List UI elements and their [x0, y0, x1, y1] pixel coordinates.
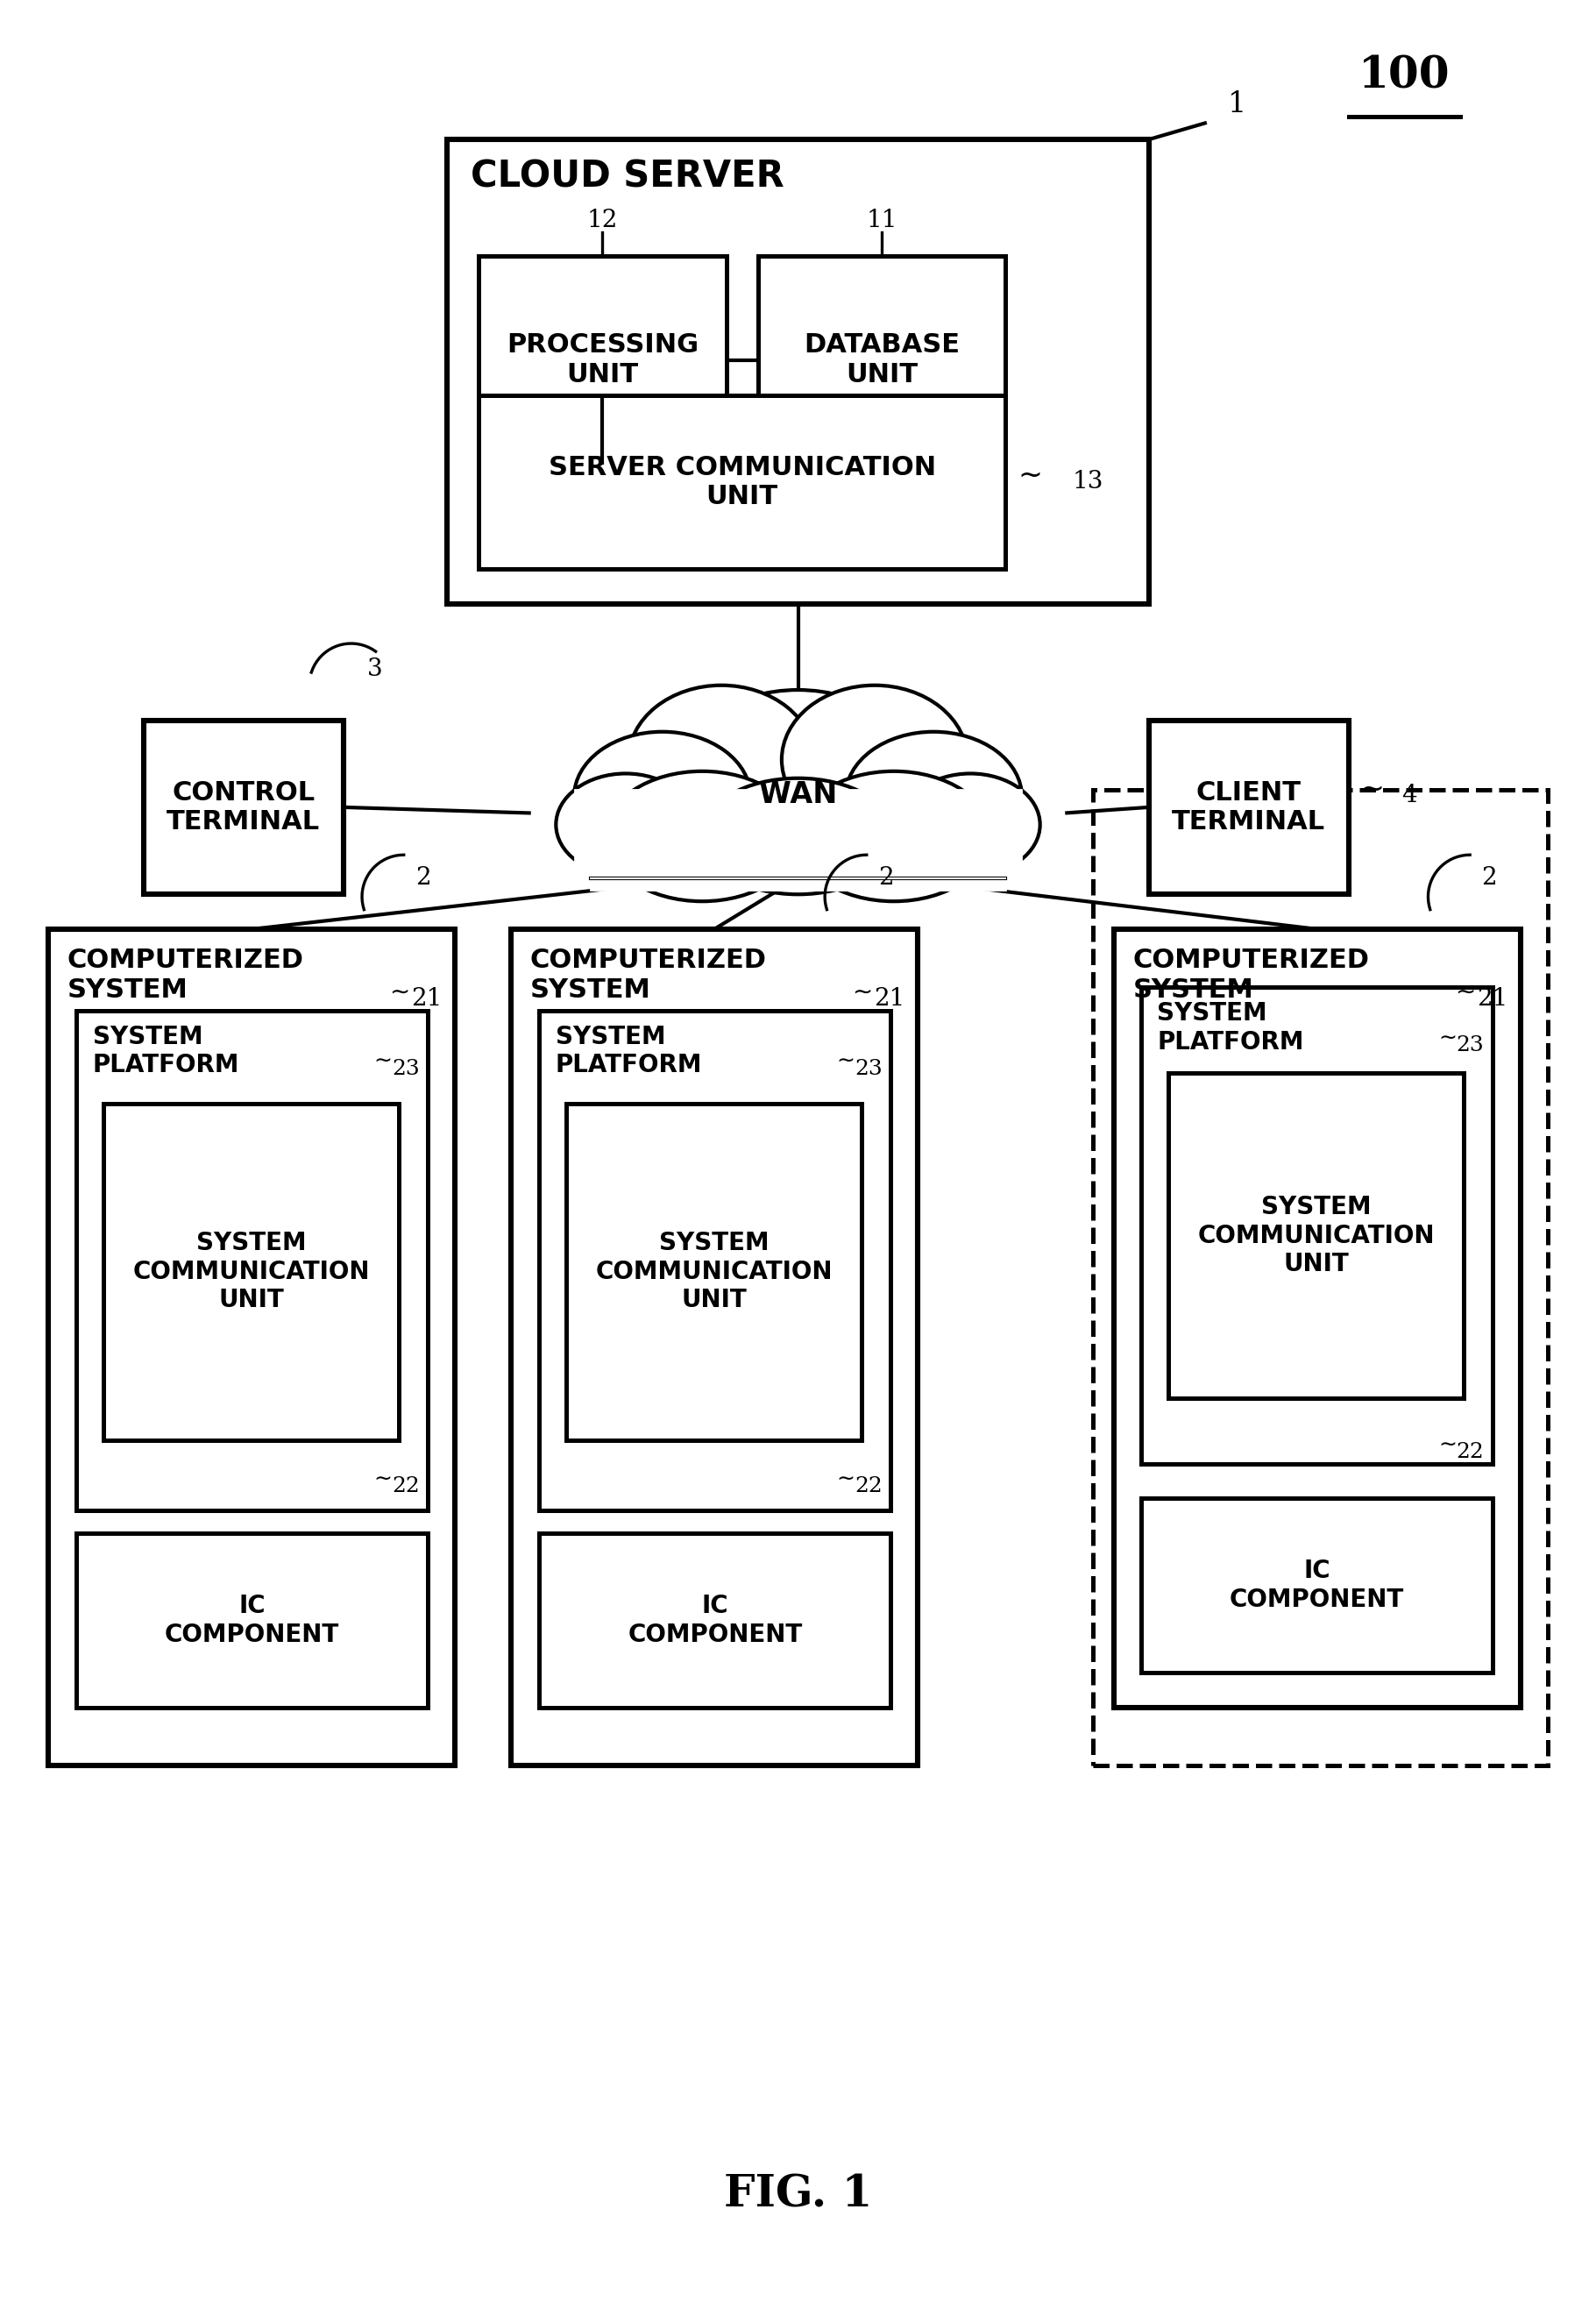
Text: COMPUTERIZED
SYSTEM: COMPUTERIZED SYSTEM	[67, 948, 303, 1004]
Text: ∼: ∼	[389, 980, 409, 1004]
FancyBboxPatch shape	[511, 929, 918, 1765]
Text: COMPUTERIZED
SYSTEM: COMPUTERIZED SYSTEM	[530, 948, 766, 1004]
Text: FIG. 1: FIG. 1	[723, 2174, 873, 2216]
Text: 22: 22	[393, 1477, 420, 1496]
Ellipse shape	[782, 685, 967, 834]
Text: IC
COMPONENT: IC COMPONENT	[627, 1594, 803, 1647]
Text: ∼: ∼	[1456, 980, 1475, 1004]
Text: PROCESSING
UNIT: PROCESSING UNIT	[506, 332, 699, 388]
Text: 2: 2	[1481, 866, 1497, 890]
Text: COMPUTERIZED
SYSTEM: COMPUTERIZED SYSTEM	[1133, 948, 1369, 1004]
Text: SYSTEM
COMMUNICATION
UNIT: SYSTEM COMMUNICATION UNIT	[1197, 1194, 1435, 1278]
Text: 3: 3	[367, 657, 383, 681]
FancyBboxPatch shape	[77, 1011, 428, 1510]
FancyBboxPatch shape	[1149, 720, 1349, 894]
FancyBboxPatch shape	[48, 929, 455, 1765]
Text: 22: 22	[855, 1477, 883, 1496]
FancyBboxPatch shape	[539, 1011, 891, 1510]
FancyBboxPatch shape	[591, 815, 1005, 890]
Text: ∼: ∼	[373, 1468, 393, 1491]
FancyBboxPatch shape	[447, 139, 1149, 604]
Text: 2: 2	[415, 866, 431, 890]
Text: ∼: ∼	[1438, 1027, 1457, 1050]
Text: IC
COMPONENT: IC COMPONENT	[164, 1594, 340, 1647]
FancyBboxPatch shape	[1093, 790, 1548, 1765]
FancyBboxPatch shape	[575, 790, 1021, 883]
Ellipse shape	[575, 732, 750, 862]
Text: 1: 1	[1227, 91, 1246, 118]
Text: 4: 4	[1401, 783, 1417, 808]
Text: SYSTEM
PLATFORM: SYSTEM PLATFORM	[555, 1024, 702, 1078]
Text: DATABASE
UNIT: DATABASE UNIT	[804, 332, 959, 388]
Text: ∼: ∼	[836, 1468, 855, 1491]
FancyBboxPatch shape	[539, 1533, 891, 1707]
Text: SYSTEM
PLATFORM: SYSTEM PLATFORM	[1157, 1001, 1304, 1055]
Ellipse shape	[677, 690, 919, 866]
Text: 21: 21	[1478, 987, 1508, 1011]
FancyBboxPatch shape	[1114, 929, 1521, 1707]
FancyBboxPatch shape	[479, 395, 1005, 569]
FancyBboxPatch shape	[1168, 1073, 1464, 1398]
Text: 13: 13	[1073, 469, 1103, 495]
Text: 11: 11	[867, 209, 897, 232]
Text: SYSTEM
COMMUNICATION
UNIT: SYSTEM COMMUNICATION UNIT	[595, 1231, 833, 1312]
FancyBboxPatch shape	[567, 1103, 862, 1440]
Text: ∼: ∼	[1018, 460, 1042, 490]
Ellipse shape	[796, 771, 991, 901]
Text: CLOUD SERVER: CLOUD SERVER	[471, 158, 784, 195]
Text: ∼: ∼	[373, 1050, 393, 1073]
Text: 2: 2	[878, 866, 894, 890]
Text: 100: 100	[1358, 56, 1451, 98]
Text: SYSTEM
COMMUNICATION
UNIT: SYSTEM COMMUNICATION UNIT	[132, 1231, 370, 1312]
Ellipse shape	[629, 685, 814, 834]
Text: 12: 12	[587, 209, 618, 232]
Ellipse shape	[701, 778, 895, 894]
Text: ∼: ∼	[1438, 1433, 1457, 1457]
Text: WAN: WAN	[758, 781, 838, 808]
FancyBboxPatch shape	[1141, 1498, 1492, 1673]
FancyBboxPatch shape	[1141, 987, 1492, 1463]
Text: ∼: ∼	[1360, 774, 1384, 804]
Text: CLIENT
TERMINAL: CLIENT TERMINAL	[1171, 781, 1326, 834]
Ellipse shape	[846, 732, 1021, 862]
FancyBboxPatch shape	[479, 256, 726, 465]
FancyBboxPatch shape	[104, 1103, 399, 1440]
Text: 21: 21	[875, 987, 905, 1011]
Text: 23: 23	[1457, 1036, 1484, 1055]
Text: 23: 23	[393, 1059, 420, 1078]
FancyBboxPatch shape	[758, 256, 1005, 465]
Text: 21: 21	[412, 987, 442, 1011]
Ellipse shape	[555, 774, 696, 876]
Text: CONTROL
TERMINAL: CONTROL TERMINAL	[166, 781, 321, 834]
Text: 23: 23	[855, 1059, 883, 1078]
FancyBboxPatch shape	[144, 720, 343, 894]
Ellipse shape	[605, 771, 800, 901]
Text: ∼: ∼	[836, 1050, 855, 1073]
Text: 22: 22	[1457, 1443, 1484, 1461]
Ellipse shape	[900, 774, 1041, 876]
Text: SYSTEM
PLATFORM: SYSTEM PLATFORM	[93, 1024, 239, 1078]
Text: SERVER COMMUNICATION
UNIT: SERVER COMMUNICATION UNIT	[549, 455, 935, 509]
FancyBboxPatch shape	[77, 1533, 428, 1707]
Text: ∼: ∼	[852, 980, 871, 1004]
Text: IC
COMPONENT: IC COMPONENT	[1229, 1559, 1404, 1612]
